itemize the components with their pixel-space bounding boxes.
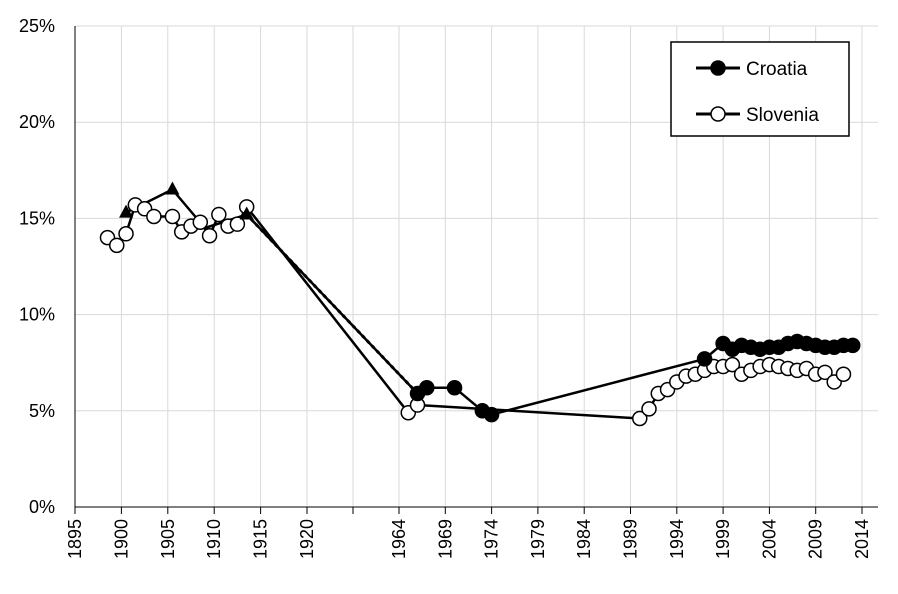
data-point-slovenia bbox=[835, 366, 852, 382]
y-tick-label: 0% bbox=[29, 497, 55, 517]
x-tick-label: 1895 bbox=[65, 519, 85, 559]
data-point-croatia-triangle bbox=[239, 206, 254, 220]
x-tick-label: 2009 bbox=[806, 519, 826, 559]
data-point-slovenia bbox=[632, 410, 648, 427]
x-tick-label: 1964 bbox=[389, 519, 409, 559]
y-tick-label: 15% bbox=[19, 208, 55, 228]
data-point-slovenia bbox=[118, 226, 134, 242]
data-point-croatia-triangle bbox=[119, 204, 134, 218]
x-tick-label: 1969 bbox=[435, 519, 455, 559]
data-point-slovenia bbox=[201, 227, 218, 244]
data-point-croatia bbox=[696, 351, 713, 367]
data-point-slovenia bbox=[211, 206, 227, 223]
x-tick-label: 1979 bbox=[528, 519, 548, 559]
data-point-slovenia bbox=[817, 364, 833, 381]
data-point-slovenia bbox=[229, 216, 246, 232]
data-point-slovenia bbox=[192, 214, 209, 230]
legend-label-croatia: Croatia bbox=[746, 59, 808, 80]
x-tick-label: 1999 bbox=[713, 519, 733, 559]
x-tick-label: 2014 bbox=[852, 519, 872, 559]
x-tick-label: 1989 bbox=[621, 519, 641, 559]
data-point-slovenia bbox=[724, 356, 741, 373]
x-tick-label: 1994 bbox=[667, 519, 687, 559]
y-tick-label: 5% bbox=[29, 401, 55, 421]
x-tick-label: 1974 bbox=[482, 519, 502, 559]
data-point-croatia bbox=[419, 379, 435, 396]
axes bbox=[74, 26, 878, 508]
y-axis-ticks: 0% 5% 10% 15% 20% 25% bbox=[19, 16, 55, 517]
data-point-croatia bbox=[446, 379, 463, 396]
series-layer bbox=[99, 181, 861, 427]
x-tick-label: 1910 bbox=[204, 519, 224, 559]
x-tick-label: 1920 bbox=[297, 519, 317, 559]
legend-box bbox=[670, 41, 850, 137]
data-point-croatia bbox=[483, 406, 500, 423]
legend-label-slovenia: Slovenia bbox=[746, 105, 819, 126]
data-point-croatia bbox=[844, 337, 861, 354]
y-tick-label: 20% bbox=[19, 112, 55, 132]
x-tick-label: 1900 bbox=[111, 519, 131, 559]
legend-marker-slovenia bbox=[710, 106, 726, 122]
data-point-slovenia bbox=[641, 401, 657, 417]
legend: Croatia Slovenia bbox=[670, 41, 850, 137]
x-tick-label: 1915 bbox=[251, 519, 271, 559]
x-tick-label: 2004 bbox=[759, 519, 779, 559]
legend-marker-croatia bbox=[710, 60, 726, 76]
y-tick-label: 25% bbox=[19, 16, 55, 36]
x-tick-label: 1984 bbox=[574, 519, 594, 559]
data-point-croatia-triangle bbox=[165, 181, 180, 195]
x-axis-ticks: 1895 1900 1905 1910 1915 1920 1964 1969 1974 1979… bbox=[65, 507, 872, 559]
data-point-slovenia bbox=[164, 208, 181, 225]
y-tick-label: 10% bbox=[19, 305, 55, 325]
series-line-slovenia bbox=[106, 203, 845, 420]
x-tick-label: 1905 bbox=[158, 519, 178, 559]
grid-lines bbox=[75, 25, 878, 507]
data-point-slovenia bbox=[109, 237, 125, 254]
data-point-slovenia bbox=[146, 208, 162, 225]
